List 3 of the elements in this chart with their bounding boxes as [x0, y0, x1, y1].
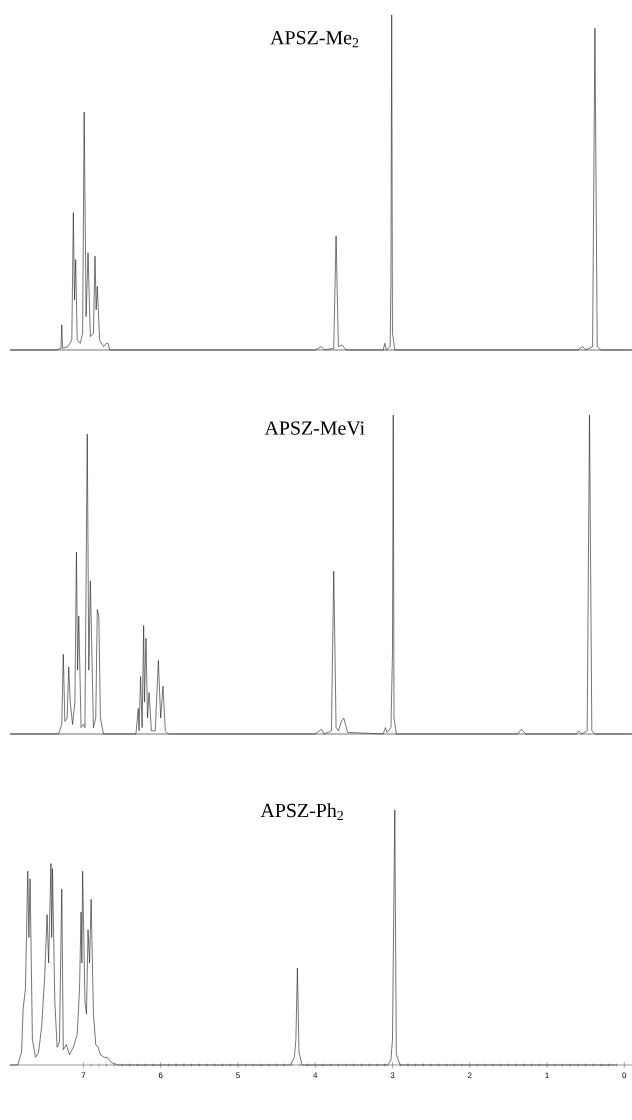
chart-title: APSZ-Ph$_{2}$: [260, 803, 343, 821]
text: APSZ-Me$_{2}$: [270, 31, 359, 48]
chart-title: APSZ-MeVi: [264, 421, 365, 435]
